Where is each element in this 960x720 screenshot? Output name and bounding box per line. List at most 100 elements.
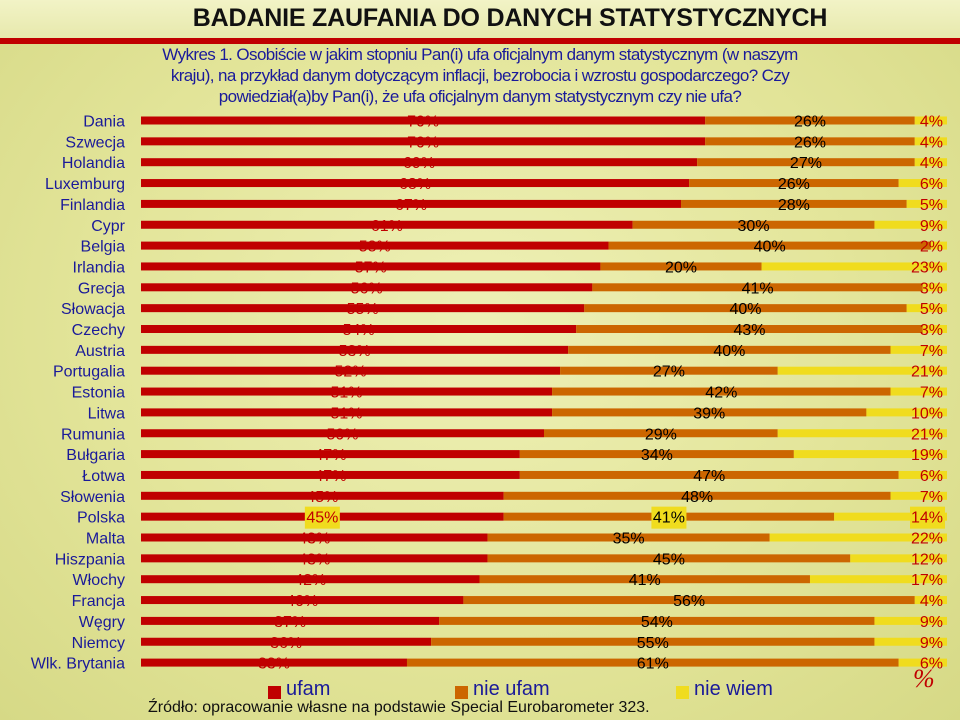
bar-ufam-cypr — [141, 220, 633, 229]
bar-nie-ufam-malta — [487, 533, 770, 542]
value-label-nie-ufam-wlochy: 41% — [629, 572, 661, 589]
value-label-ufam-slowenia: 45% — [306, 489, 338, 506]
bar-ufam-luxemburg — [141, 179, 690, 188]
bar-nie-wiem-slowacja — [906, 304, 947, 313]
value-label-nie-ufam-lotwa: 47% — [693, 468, 725, 485]
value-label-ufam-irlandia: 57% — [355, 259, 387, 276]
bar-nie-ufam-irlandia — [600, 262, 762, 271]
value-label-nie-ufam-niemcy: 55% — [637, 635, 669, 652]
bar-nie-wiem-hiszpania — [850, 554, 947, 563]
bar-nie-ufam-czechy — [576, 325, 923, 333]
legend-label-ufam: ufam — [286, 678, 331, 700]
value-label-nie-ufam-portugalia: 27% — [653, 364, 685, 381]
value-label-nie-wiem-wlochy: 17% — [911, 572, 943, 589]
category-label-austria: Austria — [75, 343, 125, 360]
bar-ufam-wlochy — [141, 575, 480, 584]
value-label-ufam-lotwa: 47% — [314, 468, 346, 485]
bar-nie-ufam-francja — [463, 596, 915, 605]
value-label-nie-ufam-slowacja: 40% — [729, 301, 761, 318]
bar-nie-ufam-litwa — [552, 408, 867, 417]
value-label-nie-ufam-holandia: 27% — [790, 155, 822, 172]
category-label-bulgaria: Bułgaria — [66, 447, 125, 464]
bar-nie-ufam-bulgaria — [519, 450, 794, 459]
value-label-ufam-slowacja: 55% — [347, 301, 379, 318]
category-label-irlandia: Irlandia — [73, 259, 126, 276]
bar-ufam-slowenia — [141, 491, 504, 500]
bar-nie-wiem-dania — [914, 116, 947, 125]
value-label-nie-wiem-hiszpania: 12% — [911, 551, 943, 568]
value-label-nie-ufam-austria: 40% — [713, 343, 745, 360]
bar-ufam-rumunia — [141, 429, 544, 438]
value-label-nie-wiem-slowenia: 7% — [920, 489, 943, 506]
value-label-nie-wiem-francja: 4% — [920, 593, 943, 610]
category-label-niemcy: Niemcy — [72, 635, 125, 652]
bar-nie-wiem-grecja — [922, 283, 947, 292]
value-label-ufam-portugalia: 52% — [335, 364, 367, 381]
bar-nie-ufam-wlk-brytania — [406, 658, 899, 667]
bar-ufam-holandia — [141, 158, 698, 167]
bar-ufam-litwa — [141, 408, 553, 417]
bar-ufam-malta — [141, 533, 488, 542]
bar-nie-wiem-rumunia — [777, 429, 947, 438]
value-label-nie-ufam-cypr: 30% — [738, 218, 770, 235]
bar-nie-ufam-slowenia — [503, 491, 891, 500]
value-label-nie-ufam-hiszpania: 45% — [653, 551, 685, 568]
value-label-ufam-estonia: 51% — [331, 385, 363, 402]
category-label-holandia: Holandia — [62, 155, 125, 172]
value-label-ufam-finlandia: 67% — [395, 197, 427, 214]
value-label-nie-ufam-estonia: 42% — [705, 385, 737, 402]
bar-nie-ufam-wlochy — [479, 575, 810, 584]
value-label-nie-wiem-polska: 14% — [911, 510, 943, 527]
bar-nie-wiem-litwa — [866, 408, 947, 417]
highlight-box-nie-ufam-polska — [651, 506, 687, 529]
bar-nie-ufam-portugalia — [560, 366, 778, 375]
value-label-nie-ufam-rumunia: 29% — [645, 426, 677, 443]
value-label-nie-ufam-szwecja: 26% — [794, 134, 826, 151]
bar-ufam-slowacja — [141, 304, 585, 313]
value-label-ufam-niemcy: 36% — [270, 635, 302, 652]
value-label-nie-ufam-czechy: 43% — [734, 322, 766, 339]
value-label-nie-ufam-francja: 56% — [673, 593, 705, 610]
value-label-ufam-cypr: 61% — [371, 218, 403, 235]
legend-label-nie-wiem: nie wiem — [694, 678, 773, 700]
value-label-nie-wiem-litwa: 10% — [911, 405, 943, 422]
bar-nie-wiem-niemcy — [874, 637, 947, 646]
category-label-belgia: Belgia — [81, 239, 126, 256]
header-bar — [0, 0, 960, 38]
value-label-ufam-grecja: 56% — [351, 280, 383, 297]
bar-ufam-bulgaria — [141, 450, 520, 459]
value-label-ufam-belgia: 58% — [359, 239, 391, 256]
category-label-wlochy: Włochy — [73, 572, 125, 589]
chart-title-line-2: kraju), na przykład danym dotyczącym inf… — [170, 66, 790, 85]
bar-nie-wiem-estonia — [890, 387, 947, 396]
category-label-wegry: Węgry — [79, 614, 125, 631]
bar-nie-wiem-finlandia — [906, 199, 947, 208]
category-label-polska: Polska — [77, 510, 125, 527]
bar-ufam-belgia — [141, 241, 609, 250]
category-label-cypr: Cypr — [91, 218, 125, 235]
value-label-nie-ufam-dania: 26% — [794, 114, 826, 131]
category-label-czechy: Czechy — [72, 322, 125, 339]
value-label-ufam-szwecja: 70% — [407, 134, 439, 151]
bar-nie-wiem-luxemburg — [898, 179, 947, 188]
bar-nie-wiem-austria — [890, 345, 947, 354]
value-label-nie-ufam-belgia: 40% — [754, 239, 786, 256]
bar-nie-wiem-bulgaria — [793, 450, 947, 459]
bar-nie-wiem-malta — [769, 533, 947, 542]
bar-ufam-finlandia — [141, 199, 682, 208]
value-label-nie-ufam-irlandia: 20% — [665, 259, 697, 276]
bar-ufam-niemcy — [141, 637, 432, 646]
bar-nie-wiem-polska — [834, 512, 947, 521]
bar-nie-wiem-wlochy — [809, 575, 947, 584]
value-label-nie-wiem-dania: 4% — [920, 114, 943, 131]
category-label-wlk-brytania: Wlk. Brytania — [31, 656, 125, 673]
value-label-ufam-wegry: 37% — [274, 614, 306, 631]
bar-ufam-szwecja — [141, 137, 706, 146]
title-rule — [0, 38, 960, 44]
value-label-nie-ufam-wegry: 54% — [641, 614, 673, 631]
value-label-nie-wiem-lotwa: 6% — [920, 468, 943, 485]
category-label-slowacja: Słowacja — [61, 301, 125, 318]
value-label-nie-wiem-austria: 7% — [920, 343, 943, 360]
bar-nie-wiem-lotwa — [898, 470, 947, 479]
bar-nie-wiem-portugalia — [777, 366, 947, 375]
